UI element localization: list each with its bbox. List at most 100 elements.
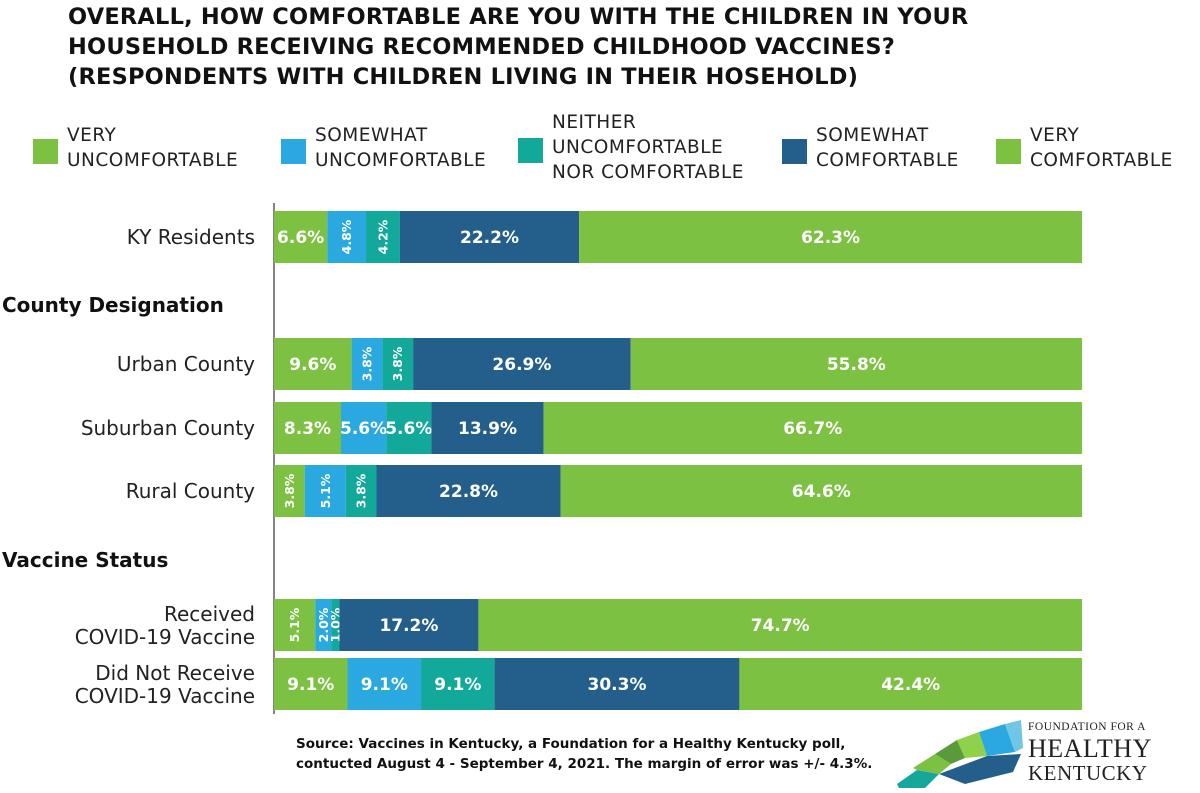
data-label: 74.7% — [751, 616, 810, 636]
bar-segment — [304, 465, 346, 517]
source-line-1: Source: Vaccines in Kentucky, a Foundati… — [296, 736, 846, 752]
legend-label: VERY — [67, 125, 117, 146]
chart-title: OVERALL, HOW COMFORTABLE ARE YOU WITH TH… — [68, 2, 1168, 92]
data-label: 3.8% — [360, 346, 375, 381]
data-label: 9.1% — [287, 675, 334, 695]
bar-segment — [274, 599, 316, 651]
bar-segment — [327, 211, 367, 263]
row-label: Urban County — [117, 352, 255, 376]
data-label: 22.2% — [460, 228, 519, 248]
data-label: 62.3% — [801, 228, 860, 248]
bar-segment — [382, 338, 414, 390]
legend-label: VERY — [1030, 125, 1080, 146]
data-label: 3.8% — [354, 473, 369, 508]
legend-item-somewhat-comfortable: SOMEWHAT COMFORTABLE — [782, 123, 959, 173]
bar-segment — [339, 599, 479, 651]
bar-segment — [340, 402, 387, 454]
data-label: 9.6% — [289, 355, 336, 375]
bar-segment — [560, 465, 1082, 517]
data-label: 66.7% — [783, 419, 842, 439]
data-label: 9.1% — [434, 675, 481, 695]
bar-segment — [274, 338, 352, 390]
legend-item-very-uncomfortable: VERY UNCOMFORTABLE — [33, 123, 238, 173]
data-label: 5.1% — [287, 607, 302, 642]
bar-segment — [345, 465, 377, 517]
bar-segment — [399, 211, 580, 263]
data-label: 17.2% — [379, 616, 438, 636]
legend-item-somewhat-uncomfortable: SOMEWHAT UNCOMFORTABLE — [281, 123, 486, 173]
legend-label: COMFORTABLE — [1030, 150, 1173, 171]
legend-item-very-comfortable: VERY COMFORTABLE — [996, 123, 1173, 173]
data-label: 2.0% — [316, 607, 331, 642]
logo-line-1: FOUNDATION FOR A — [1028, 721, 1146, 733]
row-label: COVID-19 Vaccine — [75, 684, 255, 708]
bar-segment — [274, 402, 341, 454]
legend-swatch — [996, 139, 1021, 164]
bar-segment — [494, 658, 740, 710]
bar-segment — [579, 211, 1082, 263]
source-line-2: contucted August 4 - September 4, 2021. … — [296, 756, 873, 772]
data-label: 5.6% — [340, 419, 387, 439]
data-label: 6.6% — [277, 228, 324, 248]
bar-segment — [315, 599, 332, 651]
row-label: COVID-19 Vaccine — [75, 625, 255, 649]
data-label: 42.4% — [881, 675, 940, 695]
bar-segment — [421, 658, 495, 710]
bar-segment — [274, 658, 348, 710]
row-label: KY Residents — [127, 225, 255, 249]
bar-segment — [478, 599, 1082, 651]
bar-segment — [630, 338, 1082, 390]
legend-label: SOMEWHAT — [315, 125, 428, 146]
data-label: 22.8% — [439, 482, 498, 502]
row-label: Did Not Receive — [95, 661, 255, 685]
title-line-3: (RESPONDENTS WITH CHILDREN LIVING IN THE… — [68, 64, 859, 90]
data-label: 3.8% — [390, 346, 405, 381]
source-note: Source: Vaccines in Kentucky, a Foundati… — [296, 734, 872, 774]
data-label: 1.0% — [328, 607, 343, 642]
legend-label: UNCOMFORTABLE — [315, 150, 487, 171]
logo-line-3: KENTUCKY — [1028, 760, 1148, 785]
kentucky-logo-icon — [897, 720, 1023, 788]
data-label: 55.8% — [827, 355, 886, 375]
bar-segment — [366, 211, 400, 263]
legend-label: UNCOMFORTABLE — [552, 137, 724, 158]
bar-segment — [431, 402, 544, 454]
legend-label: NOR COMFORTABLE — [552, 162, 744, 183]
data-label: 3.8% — [282, 473, 297, 508]
title-line-1: OVERALL, HOW COMFORTABLE ARE YOU WITH TH… — [68, 4, 969, 30]
row-label: Rural County — [126, 479, 255, 503]
bar-segment — [386, 402, 432, 454]
legend-swatch — [518, 138, 543, 163]
data-label: 8.3% — [284, 419, 331, 439]
bar-segment — [543, 402, 1082, 454]
data-label: 30.3% — [588, 675, 647, 695]
data-label: 64.6% — [792, 482, 851, 502]
bar-segment — [274, 211, 328, 263]
data-label: 5.1% — [318, 473, 333, 508]
bar-segment — [274, 465, 305, 517]
data-label: 4.8% — [339, 219, 354, 254]
bar-segment — [331, 599, 340, 651]
group-header: Vaccine Status — [2, 548, 168, 572]
bar-segment — [739, 658, 1082, 710]
legend-label: SOMEWHAT — [816, 125, 929, 146]
legend-label: NEITHER — [552, 112, 637, 133]
legend-item-neither: NEITHER UNCOMFORTABLE NOR COMFORTABLE — [518, 110, 744, 185]
data-label: 26.9% — [492, 355, 551, 375]
legend-swatch — [33, 139, 58, 164]
legend-label: COMFORTABLE — [816, 150, 959, 171]
bar-segment — [376, 465, 561, 517]
legend-swatch — [782, 139, 807, 164]
bar-segment — [351, 338, 383, 390]
data-label: 5.6% — [385, 419, 432, 439]
title-line-2: HOUSEHOLD RECEIVING RECOMMENDED CHILDHOO… — [68, 34, 896, 60]
row-label: Received — [164, 602, 255, 626]
data-label: 9.1% — [361, 675, 408, 695]
row-label: Suburban County — [81, 416, 255, 440]
bar-segment — [347, 658, 422, 710]
logo-wordmark: FOUNDATION FOR A HEALTHY KENTUCKY — [1028, 721, 1152, 785]
data-label: 13.9% — [458, 419, 517, 439]
bar-segment — [413, 338, 631, 390]
legend-label: UNCOMFORTABLE — [67, 150, 239, 171]
